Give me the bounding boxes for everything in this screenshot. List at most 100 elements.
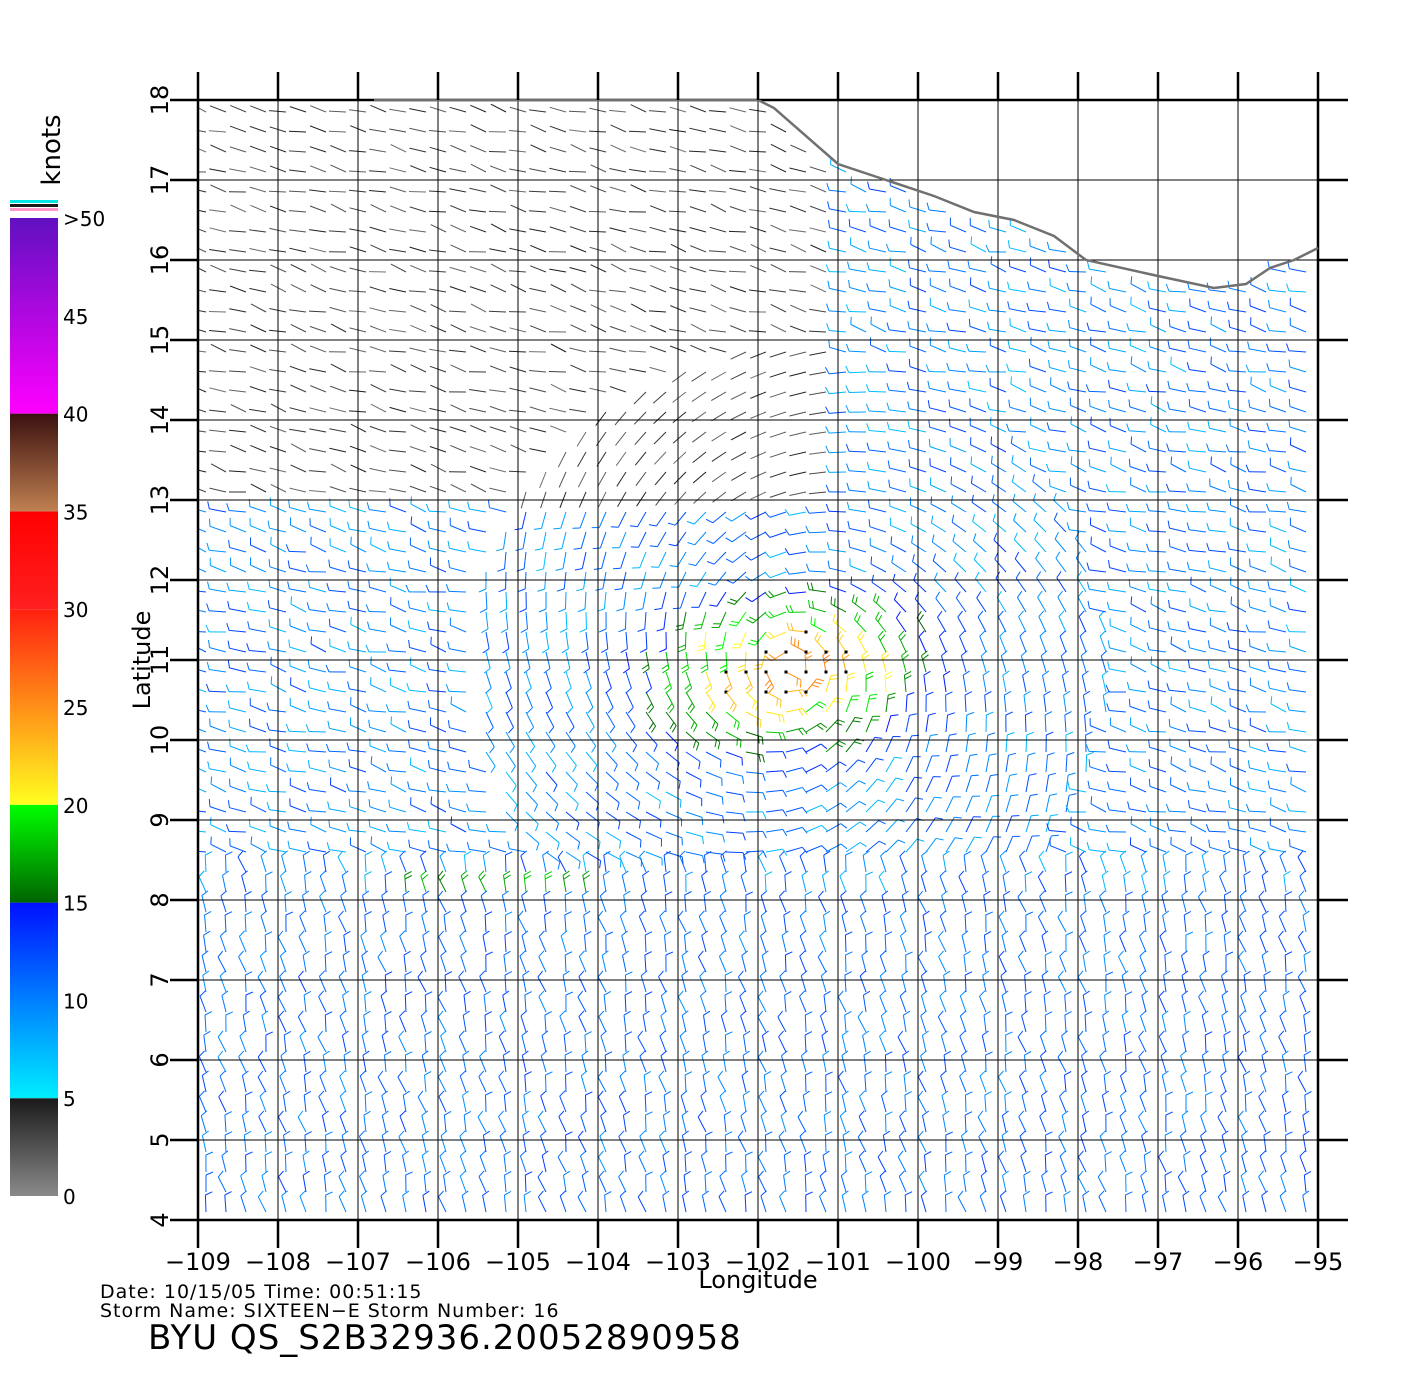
barb-shaft xyxy=(819,1196,827,1213)
barb-flag xyxy=(639,1130,646,1137)
barb-flag xyxy=(328,819,331,828)
barb-shaft xyxy=(1260,1075,1267,1093)
wind-barb xyxy=(244,891,252,913)
barb-flag xyxy=(422,930,430,936)
wind-barb xyxy=(519,1150,527,1173)
barb-shaft xyxy=(240,1195,247,1213)
barb-shaft xyxy=(897,1156,907,1173)
barb-shaft xyxy=(1159,935,1167,953)
barb-flag xyxy=(766,683,773,690)
barb-flag xyxy=(1290,776,1292,785)
barb-flag xyxy=(1284,1110,1292,1116)
wind-barb xyxy=(825,843,848,853)
barb-flag xyxy=(384,871,393,876)
wind-barb xyxy=(1078,930,1087,953)
barb-shaft xyxy=(1044,1154,1047,1173)
barb-shaft xyxy=(459,1175,467,1193)
barb-flag xyxy=(1138,1050,1145,1057)
wind-barb xyxy=(621,930,629,953)
barb-flag xyxy=(1205,1091,1213,1096)
wind-barb xyxy=(999,630,1007,653)
wind-barb xyxy=(805,804,828,813)
barb-flag xyxy=(928,712,936,716)
wind-barb xyxy=(458,970,467,993)
barb-flag xyxy=(868,697,877,700)
barb-flag xyxy=(386,763,390,771)
barb-shaft xyxy=(859,895,867,913)
barb-shaft xyxy=(1243,875,1247,893)
barb-flag xyxy=(1158,1150,1164,1158)
wind-barb xyxy=(663,870,671,893)
barb-shaft xyxy=(837,996,847,1013)
barb-shaft xyxy=(1181,995,1187,1013)
barb-shaft xyxy=(737,1136,747,1153)
barb-flag xyxy=(685,687,692,694)
barb-shaft xyxy=(602,875,607,893)
barb-flag xyxy=(597,1070,604,1078)
barb-shaft xyxy=(1130,784,1147,793)
wind-barb xyxy=(1002,870,1010,893)
barb-flag xyxy=(1010,794,1019,797)
wind-barb xyxy=(1168,719,1187,733)
wind-barb xyxy=(205,704,227,713)
barb-shaft xyxy=(460,875,467,893)
barb-flag xyxy=(1187,800,1190,808)
barb-shaft xyxy=(1061,1035,1067,1053)
wind-barb xyxy=(1045,772,1057,793)
barb-shaft xyxy=(998,956,1007,973)
barb-flag xyxy=(854,717,863,720)
wind-barb xyxy=(502,1050,511,1073)
barb-shaft xyxy=(399,1115,407,1133)
barb-shaft xyxy=(462,1055,467,1073)
barb-shaft xyxy=(837,1076,847,1093)
barb-flag xyxy=(674,743,679,752)
wind-barb xyxy=(399,850,407,873)
barb-flag xyxy=(858,1150,865,1157)
barb-shaft xyxy=(1042,675,1047,693)
barb-shaft xyxy=(744,1194,747,1213)
barb-shaft xyxy=(1061,675,1067,693)
wind-barb xyxy=(719,890,727,913)
barb-shaft xyxy=(581,1055,587,1073)
barb-flag xyxy=(364,911,372,916)
barb-shaft xyxy=(625,691,634,708)
barb-shaft xyxy=(879,955,887,973)
barb-shaft xyxy=(805,722,821,733)
wind-barb xyxy=(685,751,701,770)
wind-barb xyxy=(1024,711,1033,733)
wind-barb xyxy=(724,991,733,1013)
barb-shaft xyxy=(339,1015,347,1033)
barb-shaft xyxy=(459,1136,467,1153)
barb-shaft xyxy=(702,1035,707,1053)
barb-shaft xyxy=(1019,936,1027,953)
wind-barb xyxy=(302,850,310,873)
barb-flag xyxy=(645,991,653,996)
barb-shaft xyxy=(381,1035,387,1053)
barb-shaft xyxy=(705,691,716,707)
wind-barb xyxy=(1204,911,1213,933)
barb-shaft xyxy=(409,647,427,653)
barb-flag xyxy=(903,1070,911,1076)
wind-barb xyxy=(717,1070,727,1093)
wind-barb xyxy=(858,1150,867,1173)
barb-flag xyxy=(1208,839,1211,848)
barb-shaft xyxy=(1103,915,1107,933)
barb-flag xyxy=(762,1030,769,1036)
barb-flag xyxy=(784,1150,792,1156)
barb-shaft xyxy=(558,1116,567,1133)
barb-flag xyxy=(1017,890,1023,898)
wind-barb xyxy=(905,734,920,753)
barb-shaft xyxy=(1250,684,1267,693)
barb-flag xyxy=(904,670,912,676)
barb-shaft xyxy=(758,1096,767,1113)
barb-flag xyxy=(719,1170,726,1177)
wind-barb xyxy=(697,1110,707,1133)
wind-barb xyxy=(565,1131,573,1153)
barb-shaft xyxy=(270,683,287,693)
wind-barb xyxy=(823,990,831,1013)
barb-shaft xyxy=(865,716,874,733)
barb-flag xyxy=(961,1050,968,1056)
wind-barb xyxy=(1259,1150,1267,1173)
wind-barb xyxy=(817,950,827,973)
wind-barb xyxy=(259,950,267,973)
